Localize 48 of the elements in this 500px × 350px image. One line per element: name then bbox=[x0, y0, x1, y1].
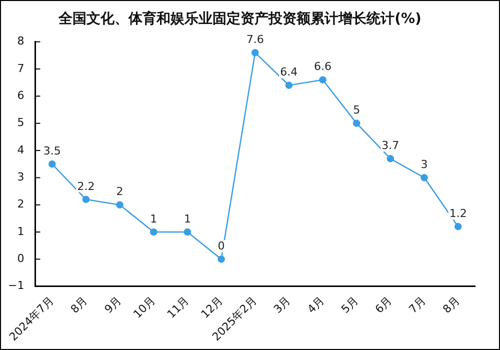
x-tick-label: 8月 bbox=[440, 294, 462, 316]
data-label: 2.2 bbox=[77, 180, 95, 193]
point bbox=[218, 256, 225, 263]
x-tick-label: 7月 bbox=[406, 294, 428, 316]
point bbox=[150, 228, 158, 236]
x-tick-label: 6月 bbox=[372, 294, 395, 316]
data-label: 3.5 bbox=[43, 144, 61, 158]
data-label: 6.6 bbox=[314, 60, 332, 74]
data-label: 2 bbox=[116, 185, 124, 198]
point bbox=[386, 155, 394, 162]
data-label: 1 bbox=[150, 212, 158, 226]
y-tick-label: 7 bbox=[17, 62, 24, 75]
x-tick-label: 9月 bbox=[102, 294, 124, 316]
y-tick-label: 2 bbox=[17, 198, 24, 211]
data-label: 6.4 bbox=[280, 66, 298, 79]
point bbox=[82, 196, 90, 204]
data-label: 0 bbox=[218, 240, 225, 253]
y-tick-label: 8 bbox=[17, 34, 24, 48]
x-tick-label: 3月 bbox=[271, 294, 294, 316]
data-label: 7.6 bbox=[246, 33, 264, 46]
x-tick-label: 10月 bbox=[130, 294, 158, 321]
data-label: 1.2 bbox=[449, 206, 467, 220]
point bbox=[285, 82, 293, 89]
point bbox=[319, 76, 326, 84]
point bbox=[184, 228, 192, 236]
y-tick-label: 0 bbox=[17, 252, 24, 266]
x-tick-label: 4月 bbox=[304, 294, 327, 316]
data-label: 3 bbox=[420, 158, 428, 172]
data-label: 3.7 bbox=[382, 139, 400, 152]
chart-title: 全国文化、体育和娱乐业固定资产投资额累计增长统计(%) bbox=[58, 10, 422, 28]
x-tick-label: 8月 bbox=[68, 294, 90, 316]
data-label: 1 bbox=[184, 212, 191, 226]
x-tick-label: 11月 bbox=[164, 294, 192, 321]
y-tick-label: 3 bbox=[17, 170, 24, 184]
x-tick-label: 5月 bbox=[338, 294, 361, 316]
point bbox=[420, 174, 428, 182]
y-tick-label: 1 bbox=[17, 224, 24, 238]
point bbox=[116, 201, 124, 208]
point bbox=[352, 120, 360, 127]
y-tick-label: −1 bbox=[8, 279, 24, 292]
data-label: 5 bbox=[353, 104, 360, 117]
point bbox=[454, 222, 462, 230]
y-tick-label: 5 bbox=[17, 116, 24, 130]
point bbox=[48, 160, 56, 168]
y-tick-label: 6 bbox=[17, 89, 24, 102]
x-tick-label: 12月 bbox=[198, 294, 226, 321]
point bbox=[251, 49, 259, 56]
y-tick-label: 4 bbox=[17, 143, 24, 156]
